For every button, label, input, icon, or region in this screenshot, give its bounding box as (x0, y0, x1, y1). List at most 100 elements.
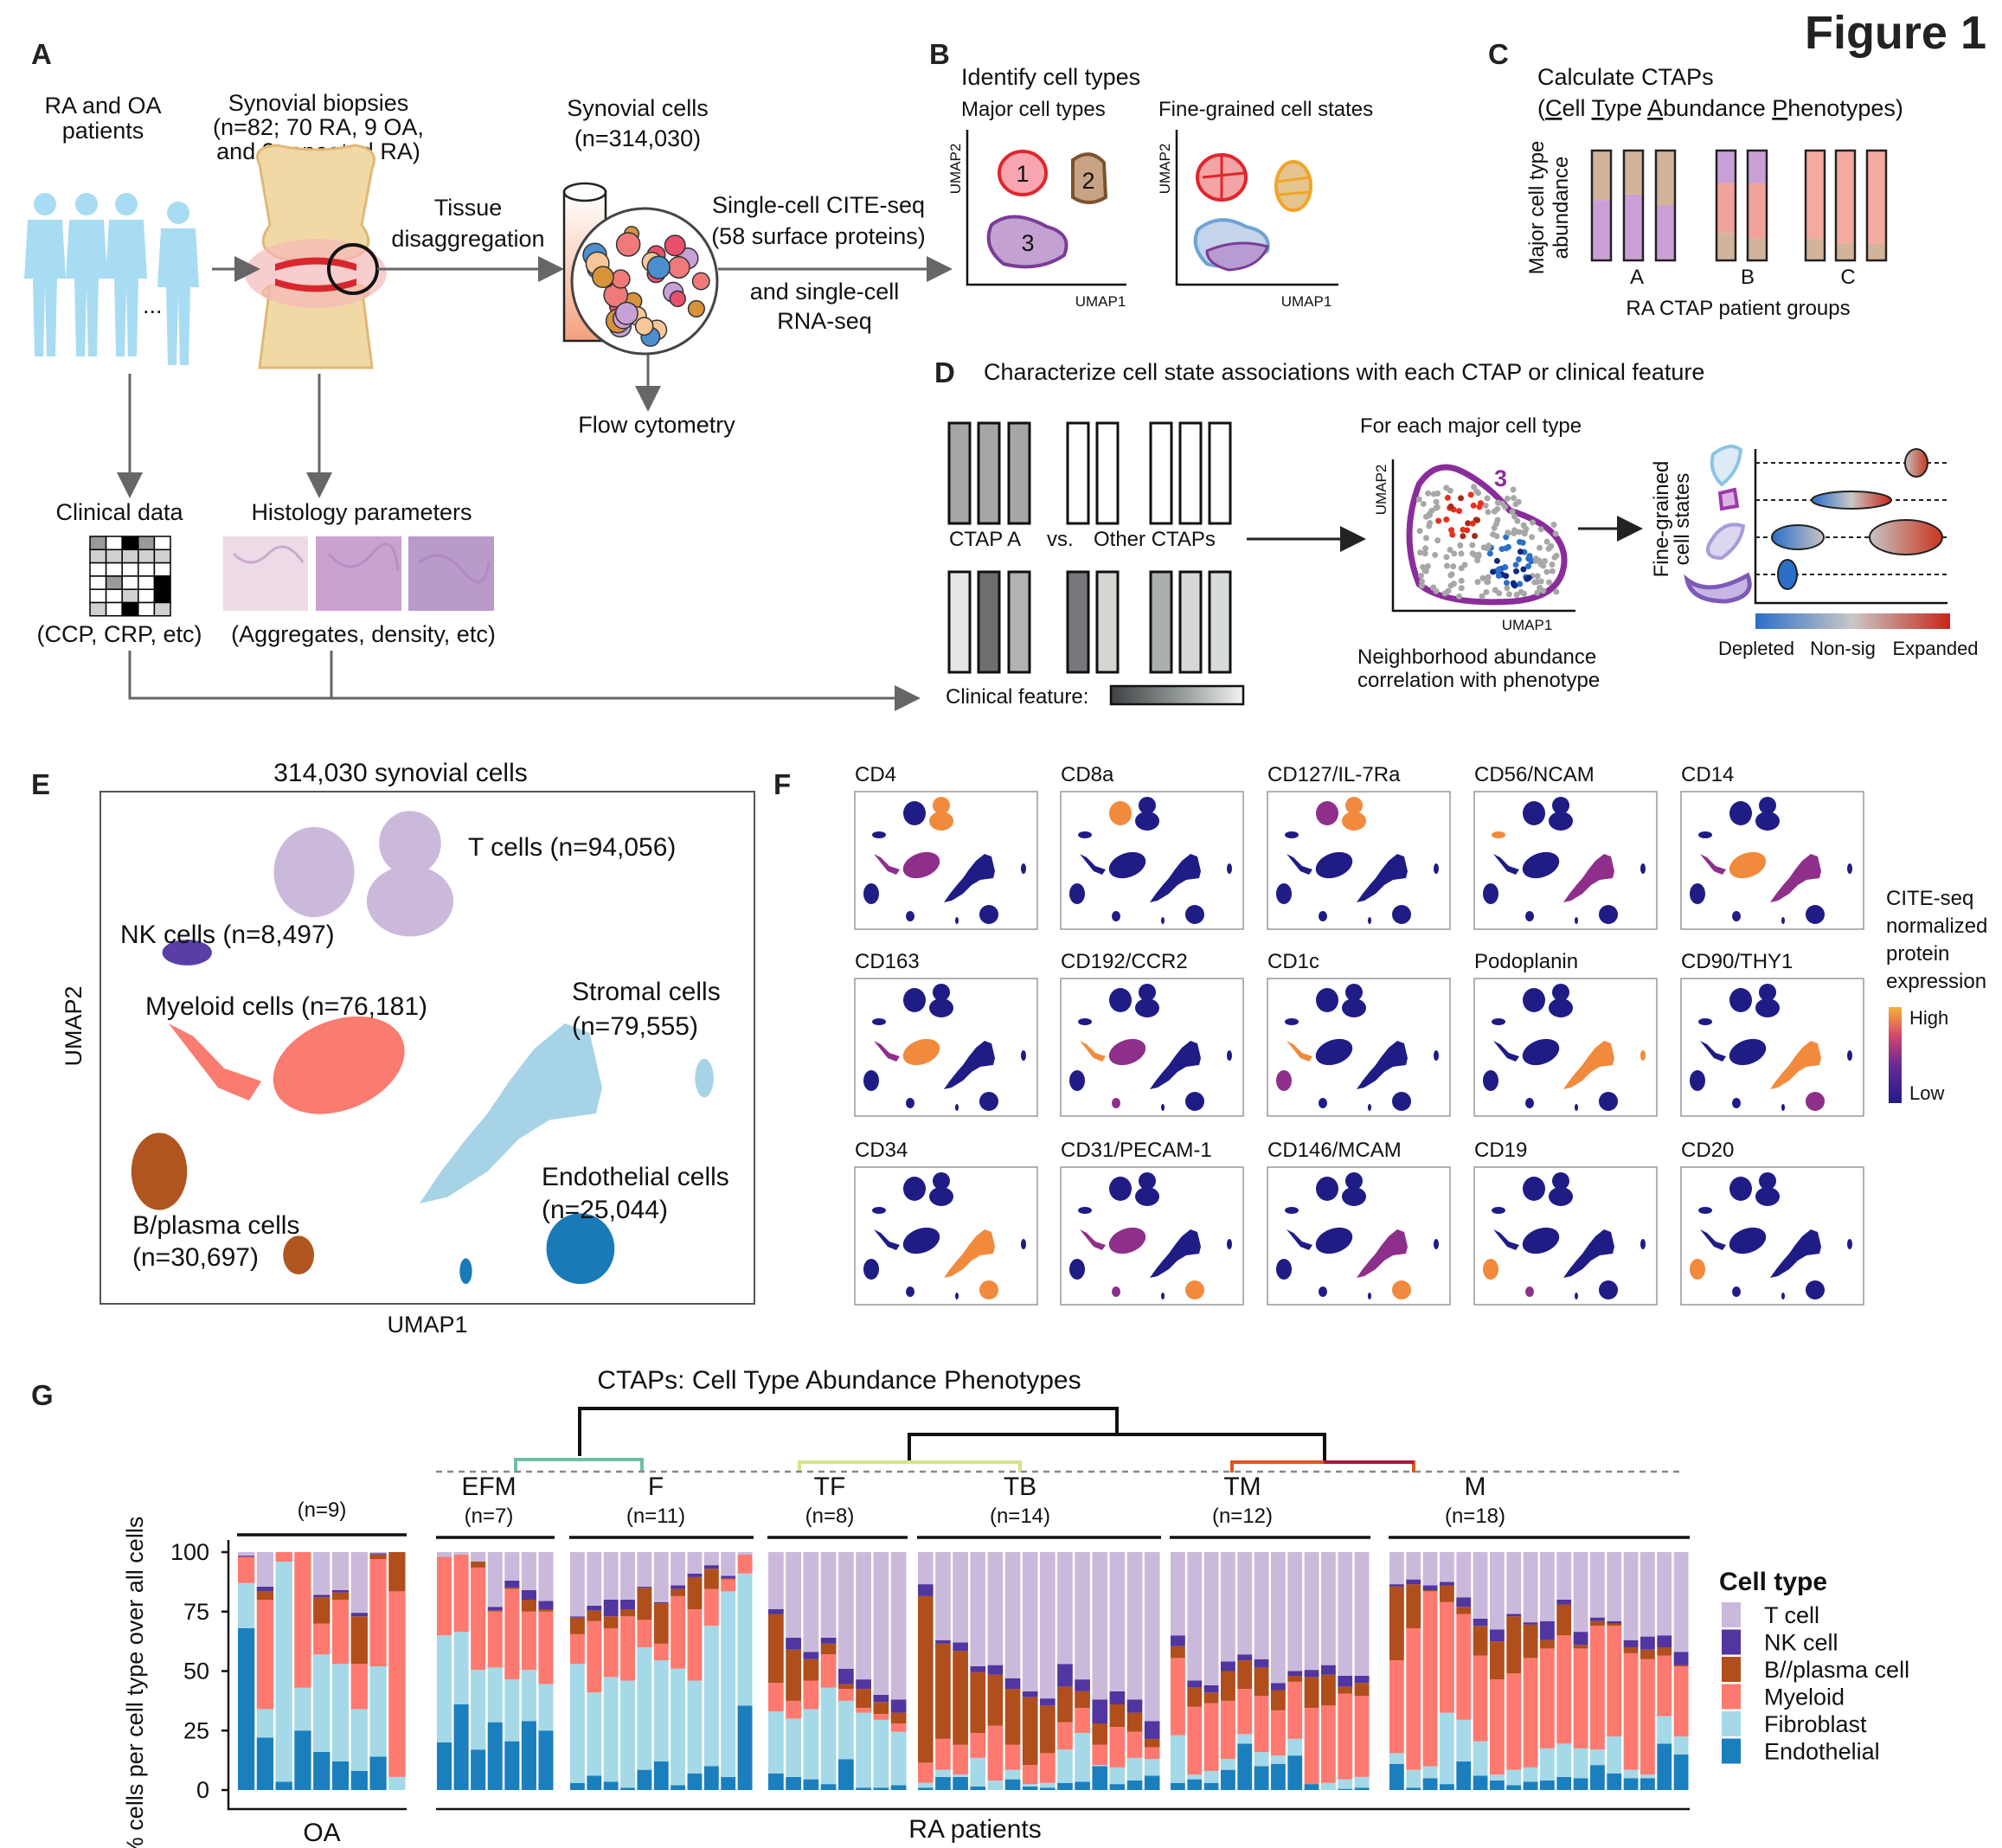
cluster-t_left (273, 826, 355, 918)
cluster-stromalsmall (1640, 1239, 1646, 1249)
cluster-stromalsmall (1021, 1050, 1026, 1061)
bar-segment-b-plasma-cell (1490, 1641, 1505, 1680)
neighborhood-dot (1444, 494, 1451, 501)
y-tick-label: 25 (183, 1717, 209, 1743)
grid-cell (138, 588, 156, 604)
cluster-myearm (1287, 1041, 1312, 1062)
clinical-data-grid-icon (89, 536, 171, 617)
cluster-stromalsmall (1434, 863, 1439, 874)
cluster-b2 (1525, 1287, 1534, 1297)
cluster-b2 (1112, 1098, 1120, 1108)
bar-segment-t-cell (890, 1552, 907, 1700)
bar-segment-myeloid (873, 1714, 889, 1720)
neighborhood-dot (1534, 589, 1541, 596)
neighborhood-dot (1433, 587, 1440, 594)
bar-segment-fibroblast (1321, 1782, 1336, 1790)
neighborhood-dot (1510, 495, 1517, 502)
bar-segment-endothelial (1237, 1743, 1253, 1790)
cluster-myearm (874, 854, 900, 875)
neighborhood-dot (1417, 549, 1424, 556)
cluster-t_right (1135, 998, 1159, 1017)
neighborhood-dot (1540, 587, 1547, 594)
grid-cell (138, 601, 156, 617)
cluster-myearm (1080, 1229, 1106, 1250)
bar-segment-t-cell (1673, 1552, 1689, 1652)
bar-segment-myeloid (1490, 1679, 1505, 1775)
bar-segment-b-plasma-cell (1506, 1616, 1522, 1674)
bar-segment-fibroblast (721, 1591, 736, 1777)
cluster-t_left (1523, 1177, 1545, 1201)
clinical-patient-bar (1178, 570, 1203, 674)
neighborhood-dot (1422, 535, 1429, 542)
neighborhood-dot (1484, 495, 1491, 502)
bar-segment-myeloid (331, 1600, 350, 1665)
ctap-patient-bar (1149, 421, 1173, 525)
person-icon (157, 202, 199, 365)
bar-segment-myeloid (388, 1591, 406, 1777)
neighborhood-dot (1519, 539, 1526, 546)
neighborhood-dot (1416, 528, 1423, 535)
bar-segment-myeloid (1338, 1693, 1353, 1780)
cluster-b2 (1319, 1287, 1327, 1297)
bar-segment-myeloid (1109, 1727, 1126, 1768)
bar-segment-fibroblast (256, 1709, 274, 1738)
grid-cell (105, 588, 123, 604)
group-b-label: B (1741, 266, 1755, 289)
neighborhood-dot (1549, 568, 1556, 574)
histology-images (223, 536, 494, 611)
bar-segment-nk-cell (1057, 1664, 1073, 1687)
figure-title: Figure 1 (1805, 7, 1986, 59)
neighborhood-dot (1503, 545, 1510, 552)
umap-plot (1690, 797, 1852, 924)
cluster-stromal (1770, 1229, 1821, 1278)
bar-segment-endothelial (1590, 1765, 1605, 1790)
y-axis (227, 1540, 407, 1811)
bar-segment-endothelial (737, 1705, 753, 1790)
subtitle-part: ype (1605, 95, 1648, 121)
bar-segment-endothelial (521, 1721, 536, 1790)
ctap-group-label: TM (1223, 1473, 1261, 1501)
bar-segment-b-plasma-cell (1271, 1690, 1286, 1710)
neighborhood-dot (1422, 545, 1429, 552)
legend-label: Myeloid (1764, 1684, 1845, 1710)
bar-segment-myeloid (238, 1556, 255, 1583)
neighborhood-dot (1529, 534, 1536, 541)
bar-segment-t-cell (369, 1552, 387, 1554)
bar-segment-fibroblast (637, 1647, 652, 1770)
neighborhood-dot (1485, 542, 1492, 549)
neighborhood-dot (1521, 530, 1528, 537)
cluster-mye (1729, 851, 1767, 879)
ra-xlabel: RA patients (908, 1815, 1041, 1844)
histology-sub: (Aggregates, density, etc) (231, 621, 496, 647)
bar-segment-fibroblast (1004, 1769, 1021, 1780)
cluster-nk (1078, 1207, 1092, 1214)
neighborhood-dot (1534, 579, 1541, 586)
bar-segment-b-plasma-cell (1057, 1686, 1073, 1723)
bar-segment-endothelial (856, 1787, 871, 1790)
neighborhood-dot (1528, 558, 1535, 565)
cluster-t_left (903, 801, 926, 825)
bar-segment-nk-cell (820, 1638, 837, 1644)
bar-segment-t-cell (1440, 1552, 1454, 1582)
violin-expanded-1 (1904, 448, 1928, 478)
neighborhood-dot (1432, 551, 1439, 558)
for-each-label: For each major cell type (1360, 414, 1582, 438)
ctap-bar (1590, 149, 1613, 262)
clinical-feature-label: Clinical feature: (946, 685, 1088, 709)
ctap-bar-segment (1867, 151, 1886, 244)
ctap-comparison-bars (947, 421, 1232, 674)
bar-segment-myeloid (620, 1616, 635, 1681)
bar-segment-myeloid (703, 1588, 719, 1627)
umap-plot (1483, 984, 1646, 1111)
cluster-stromalsmall (1227, 863, 1232, 874)
bar-segment-fibroblast (1271, 1755, 1286, 1764)
clinical-patient-bar (1208, 570, 1232, 674)
bar-segment-fibroblast (1473, 1741, 1488, 1776)
bar-segment-nk-cell (538, 1601, 554, 1609)
cluster-t_right (1342, 1187, 1366, 1206)
bar-segment-endothelial (1287, 1755, 1303, 1790)
neighborhood-dot (1515, 498, 1522, 505)
bar-segment-b-plasma-cell (1406, 1584, 1421, 1628)
cluster-b (1069, 1070, 1085, 1091)
neighborhood-dot (1550, 522, 1557, 529)
